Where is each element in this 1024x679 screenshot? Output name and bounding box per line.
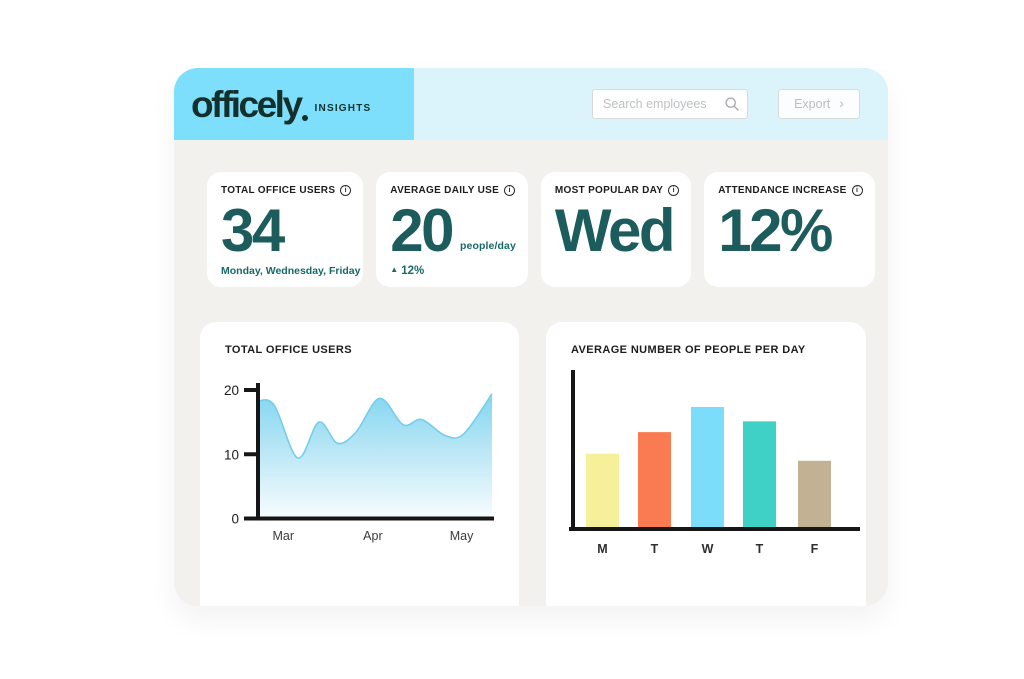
chevron-right-icon: › bbox=[839, 95, 844, 111]
stats-row: TOTAL OFFICE USERS i 34 Monday, Wednesda… bbox=[174, 172, 888, 287]
product-label: INSIGHTS bbox=[314, 102, 372, 114]
stat-title: ATTENDANCE INCREASE bbox=[718, 185, 847, 196]
info-icon[interactable]: i bbox=[340, 185, 352, 196]
stat-card-most-popular-day: MOST POPULAR DAY i Wed bbox=[540, 172, 692, 287]
svg-text:0: 0 bbox=[231, 512, 239, 527]
area-chart-card: TOTAL OFFICE USERS 20 10 0 Mar Apr May bbox=[200, 322, 519, 606]
search-box[interactable] bbox=[592, 89, 748, 119]
svg-text:T: T bbox=[756, 542, 764, 556]
stat-unit: people/day bbox=[460, 240, 516, 252]
stat-subtitle: Monday, Wednesday, Friday bbox=[221, 265, 361, 277]
stat-value: Wed bbox=[554, 197, 676, 264]
bar-chart-card: AVERAGE NUMBER OF PEOPLE PER DAY M T W T F bbox=[546, 322, 866, 606]
logo-text: officely bbox=[191, 83, 303, 125]
stat-value: 20 bbox=[390, 197, 454, 264]
info-icon[interactable]: i bbox=[668, 185, 680, 196]
delta-value: 12% bbox=[401, 265, 425, 277]
up-arrow-icon: ▲ bbox=[390, 265, 399, 274]
stat-card-total-office-users: TOTAL OFFICE USERS i 34 Monday, Wednesda… bbox=[207, 172, 364, 287]
chart-title: TOTAL OFFICE USERS bbox=[225, 344, 352, 356]
export-button[interactable]: Export › bbox=[778, 89, 860, 119]
stat-card-average-daily-use: AVERAGE DAILY USE i 20 people/day ▲ 12% bbox=[376, 172, 528, 287]
stat-value: 12% bbox=[718, 197, 833, 264]
info-icon[interactable]: i bbox=[504, 185, 516, 196]
stat-title: AVERAGE DAILY USE bbox=[390, 185, 500, 196]
svg-text:W: W bbox=[702, 542, 714, 556]
stat-title: TOTAL OFFICE USERS bbox=[221, 185, 336, 196]
svg-text:T: T bbox=[651, 542, 659, 556]
area-chart-svg: 20 10 0 Mar Apr May bbox=[224, 383, 494, 543]
search-input[interactable] bbox=[592, 89, 748, 119]
chart-title: AVERAGE NUMBER OF PEOPLE PER DAY bbox=[571, 344, 806, 356]
export-label: Export bbox=[794, 97, 831, 111]
dashboard-window: officely INSIGHTS Export › TOTAL OFFICE … bbox=[174, 68, 888, 606]
charts-row: TOTAL OFFICE USERS 20 10 0 Mar Apr May AVERAG… bbox=[174, 322, 888, 606]
logo-dot bbox=[301, 114, 308, 121]
svg-text:Apr: Apr bbox=[363, 529, 382, 543]
svg-text:Mar: Mar bbox=[273, 529, 295, 543]
stat-card-attendance-increase: ATTENDANCE INCREASE i 12% bbox=[704, 172, 875, 287]
svg-text:May: May bbox=[450, 529, 474, 543]
stat-delta: ▲ 12% bbox=[390, 265, 424, 277]
total-office-users-area-chart: 20 10 0 Mar Apr May bbox=[200, 362, 510, 577]
header-actions: Export › bbox=[592, 89, 860, 119]
info-icon[interactable]: i bbox=[851, 185, 863, 196]
header: officely INSIGHTS Export › bbox=[174, 68, 888, 140]
stat-value: 34 bbox=[221, 197, 285, 264]
svg-text:M: M bbox=[597, 542, 607, 556]
svg-text:10: 10 bbox=[224, 447, 239, 462]
logo-block: officely INSIGHTS bbox=[174, 68, 414, 140]
stat-title: MOST POPULAR DAY bbox=[554, 185, 664, 196]
officely-logo: officely bbox=[191, 83, 308, 125]
svg-text:20: 20 bbox=[224, 383, 239, 398]
svg-text:F: F bbox=[811, 542, 819, 556]
